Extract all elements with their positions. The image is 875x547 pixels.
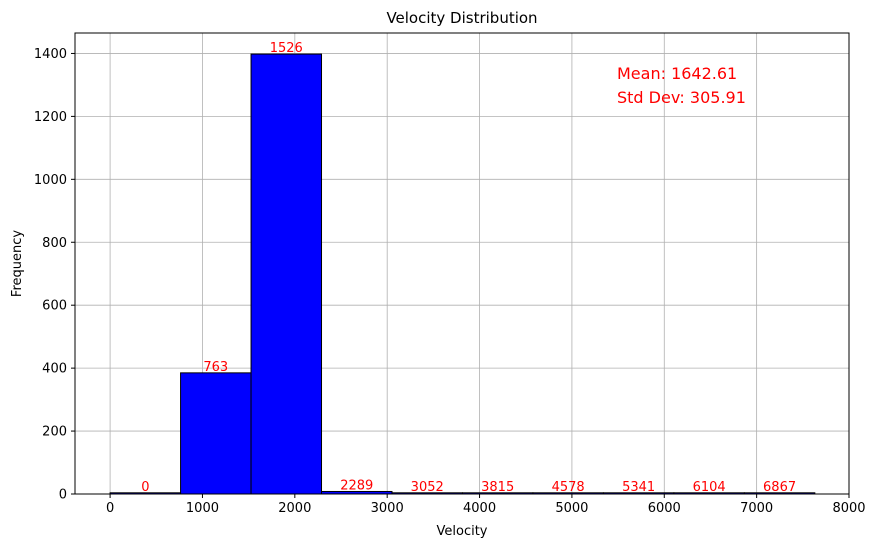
std-dev-annotation: Std Dev: 305.91 <box>617 88 746 107</box>
x-axis-label: Velocity <box>437 524 488 539</box>
bar-value-label: 3052 <box>411 480 444 495</box>
plot-frame <box>74 32 850 495</box>
x-tick-label: 8000 <box>832 501 865 516</box>
y-tick-label: 0 <box>59 488 67 503</box>
y-tick-label: 200 <box>42 425 67 440</box>
y-tick-label: 400 <box>42 362 67 377</box>
bar-value-label: 1526 <box>270 41 303 56</box>
x-tick-label: 2000 <box>278 501 311 516</box>
x-tick-label: 5000 <box>555 501 588 516</box>
histogram-bar <box>180 372 252 495</box>
chart-title: Velocity Distribution <box>386 9 537 27</box>
histogram-bars <box>109 53 816 495</box>
x-tick-label: 6000 <box>648 501 681 516</box>
bar-value-label: 4578 <box>552 480 585 495</box>
x-tick-label: 4000 <box>463 501 496 516</box>
bar-labels: 0 763 1526 2289 3052 3815 4578 5341 6104 6867 <box>141 41 796 495</box>
y-tick-label: 1200 <box>34 110 67 125</box>
y-tick-label: 600 <box>42 299 67 314</box>
y-axis-label: Frequency <box>10 230 25 297</box>
x-tick-label: 1000 <box>186 501 219 516</box>
mean-annotation: Mean: 1642.61 <box>617 64 737 83</box>
bar-value-label: 3815 <box>481 480 514 495</box>
x-tick-label: 3000 <box>371 501 404 516</box>
x-tick-label: 7000 <box>740 501 773 516</box>
axis-ticks: 0 1000 2000 3000 4000 5000 6000 7000 80000200400… <box>34 47 866 516</box>
bar-value-label: 0 <box>141 480 149 495</box>
y-tick-label: 1000 <box>34 173 67 188</box>
y-tick-label: 800 <box>42 236 67 251</box>
bar-value-label: 2289 <box>340 478 373 493</box>
bar-value-label: 6867 <box>763 480 796 495</box>
bar-value-label: 5341 <box>622 480 655 495</box>
bar-value-label: 6104 <box>693 480 726 495</box>
bar-value-label: 763 <box>203 360 228 375</box>
histogram-bar <box>250 53 323 495</box>
x-tick-label: 0 <box>106 501 114 516</box>
y-tick-label: 1400 <box>34 47 67 62</box>
